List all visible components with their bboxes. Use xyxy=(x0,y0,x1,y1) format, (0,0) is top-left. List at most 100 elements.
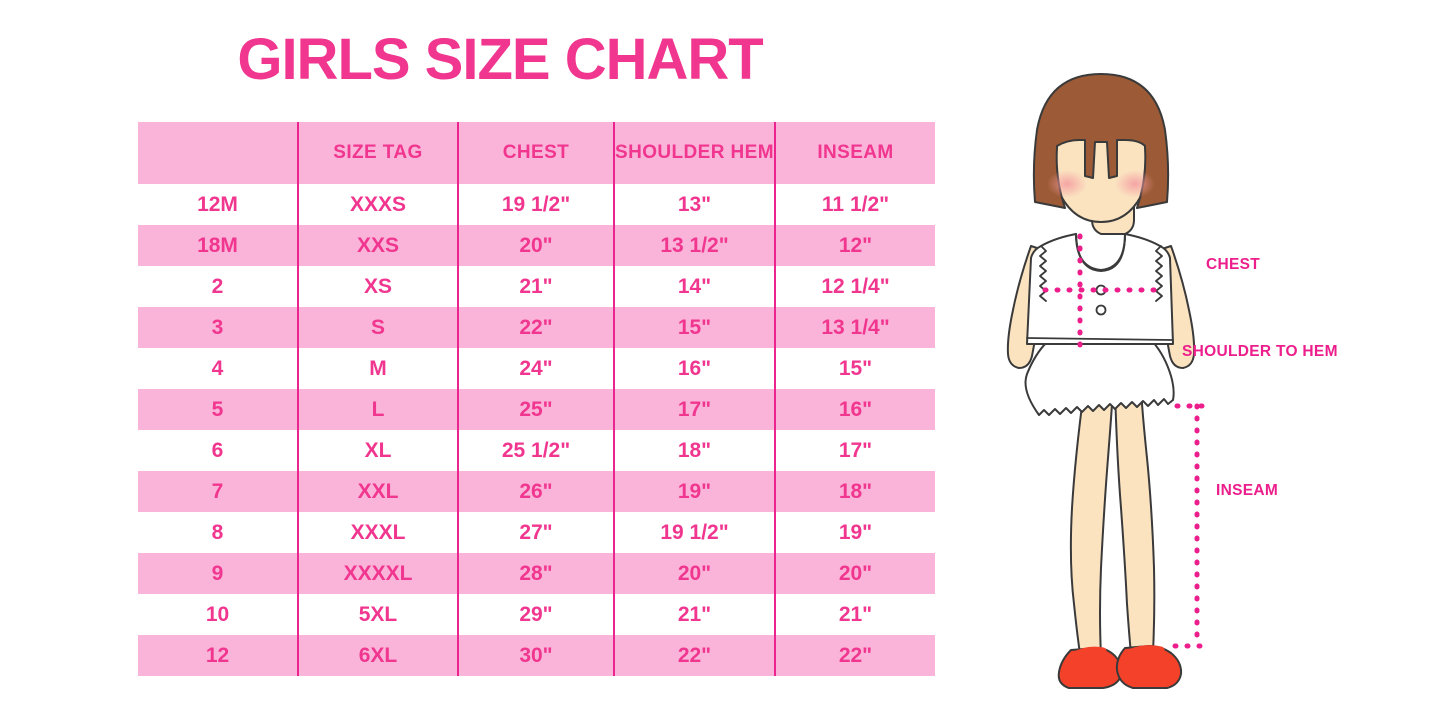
cell-size: 4 xyxy=(138,348,299,389)
cell-inseam: 12 1/4" xyxy=(775,266,935,307)
table-body: 12M XXXS 19 1/2" 13" 11 1/2" 18M XXS 20" 13 1/2"… xyxy=(138,184,935,676)
column-header-inseam: INSEAM xyxy=(775,122,935,184)
cell-size-tag: XXXS xyxy=(298,184,459,225)
cell-size-tag: M xyxy=(298,348,459,389)
cell-size-tag: 6XL xyxy=(298,635,459,676)
cell-size: 9 xyxy=(138,553,299,594)
cell-inseam: 21" xyxy=(775,594,935,635)
hair-shape xyxy=(1032,73,1170,209)
cell-shoulder-hem: 19" xyxy=(614,471,776,512)
cell-chest: 22" xyxy=(458,307,615,348)
cell-shoulder-hem: 16" xyxy=(614,348,776,389)
cell-inseam: 20" xyxy=(775,553,935,594)
cell-shoulder-hem: 21" xyxy=(614,594,776,635)
neckline xyxy=(1075,233,1126,272)
cell-shoulder-hem: 22" xyxy=(614,635,776,676)
right-sleeve-ruffle xyxy=(1155,245,1163,302)
left-shoe xyxy=(1057,647,1123,689)
page-title: GIRLS SIZE CHART xyxy=(237,27,763,92)
blush-right xyxy=(1115,170,1155,198)
table-header: SIZE TAG CHEST SHOULDER HEM INSEAM xyxy=(138,122,935,184)
size-table: SIZE TAG CHEST SHOULDER HEM INSEAM 12M XX… xyxy=(138,122,935,676)
cell-size-tag: XS xyxy=(298,266,459,307)
cell-size: 10 xyxy=(138,594,299,635)
button-lower xyxy=(1095,304,1107,316)
table-row: 2 XS 21" 14" 12 1/4" xyxy=(138,266,935,307)
table-row: 18M XXS 20" 13 1/2" 12" xyxy=(138,225,935,266)
table-row: 6 XL 25 1/2" 18" 17" xyxy=(138,430,935,471)
table-row: 3 S 22" 15" 13 1/4" xyxy=(138,307,935,348)
cell-chest: 21" xyxy=(458,266,615,307)
cell-inseam: 18" xyxy=(775,471,935,512)
cell-size-tag: L xyxy=(298,389,459,430)
cell-size: 5 xyxy=(138,389,299,430)
cell-shoulder-hem: 13" xyxy=(614,184,776,225)
cell-size-tag: XXXL xyxy=(298,512,459,553)
cell-chest: 29" xyxy=(458,594,615,635)
cell-chest: 28" xyxy=(458,553,615,594)
cell-inseam: 13 1/4" xyxy=(775,307,935,348)
cell-chest: 25 1/2" xyxy=(458,430,615,471)
girl-figure-svg xyxy=(1006,73,1208,689)
cell-size: 2 xyxy=(138,266,299,307)
cell-size: 18M xyxy=(138,225,299,266)
right-shoe-strap xyxy=(1123,645,1165,658)
cell-size: 12M xyxy=(138,184,299,225)
table-row: 5 L 25" 17" 16" xyxy=(138,389,935,430)
cell-size-tag: 5XL xyxy=(298,594,459,635)
table-row: 7 XXL 26" 19" 18" xyxy=(138,471,935,512)
cell-size: 6 xyxy=(138,430,299,471)
cell-inseam: 12" xyxy=(775,225,935,266)
cell-inseam: 19" xyxy=(775,512,935,553)
cell-shoulder-hem: 18" xyxy=(614,430,776,471)
shoulder-to-hem-label: SHOULDER TO HEM xyxy=(1182,343,1338,360)
cell-shoulder-hem: 20" xyxy=(614,553,776,594)
size-table-container: SIZE TAG CHEST SHOULDER HEM INSEAM 12M XX… xyxy=(138,122,935,676)
cell-shoulder-hem: 19 1/2" xyxy=(614,512,776,553)
cell-chest: 25" xyxy=(458,389,615,430)
table-row: 12 6XL 30" 22" 22" xyxy=(138,635,935,676)
cell-chest: 27" xyxy=(458,512,615,553)
girl-illustration xyxy=(975,38,1445,698)
cell-shoulder-hem: 17" xyxy=(614,389,776,430)
cell-chest: 24" xyxy=(458,348,615,389)
cell-chest: 26" xyxy=(458,471,615,512)
cell-shoulder-hem: 14" xyxy=(614,266,776,307)
cell-inseam: 11 1/2" xyxy=(775,184,935,225)
cell-inseam: 15" xyxy=(775,348,935,389)
cell-size-tag: S xyxy=(298,307,459,348)
skirt-shape xyxy=(1024,341,1175,416)
table-row: 12M XXXS 19 1/2" 13" 11 1/2" xyxy=(138,184,935,225)
table-row: 9 XXXXL 28" 20" 20" xyxy=(138,553,935,594)
cell-chest: 20" xyxy=(458,225,615,266)
cell-inseam: 16" xyxy=(775,389,935,430)
cell-size: 12 xyxy=(138,635,299,676)
column-header-size-tag: SIZE TAG xyxy=(298,122,459,184)
cell-size: 3 xyxy=(138,307,299,348)
cell-shoulder-hem: 13 1/2" xyxy=(614,225,776,266)
cell-inseam: 17" xyxy=(775,430,935,471)
right-leg xyxy=(1114,389,1156,655)
table-header-row: SIZE TAG CHEST SHOULDER HEM INSEAM xyxy=(138,122,935,184)
cell-chest: 19 1/2" xyxy=(458,184,615,225)
waist-seam xyxy=(1026,337,1174,341)
cell-size-tag: XXL xyxy=(298,471,459,512)
column-header-shoulder-hem: SHOULDER HEM xyxy=(614,122,776,184)
cell-size: 7 xyxy=(138,471,299,512)
cell-size-tag: XXS xyxy=(298,225,459,266)
column-header-size xyxy=(138,122,299,184)
cell-inseam: 22" xyxy=(775,635,935,676)
inseam-label: INSEAM xyxy=(1216,482,1279,499)
cell-size-tag: XXXXL xyxy=(298,553,459,594)
cell-size: 8 xyxy=(138,512,299,553)
table-row: 4 M 24" 16" 15" xyxy=(138,348,935,389)
right-shoe xyxy=(1115,645,1183,689)
left-leg xyxy=(1069,389,1114,657)
table-row: 10 5XL 29" 21" 21" xyxy=(138,594,935,635)
left-shoe-strap xyxy=(1069,646,1107,660)
cell-shoulder-hem: 15" xyxy=(614,307,776,348)
table-row: 8 XXXL 27" 19 1/2" 19" xyxy=(138,512,935,553)
chest-label: CHEST xyxy=(1206,256,1261,273)
blush-left xyxy=(1047,170,1087,198)
